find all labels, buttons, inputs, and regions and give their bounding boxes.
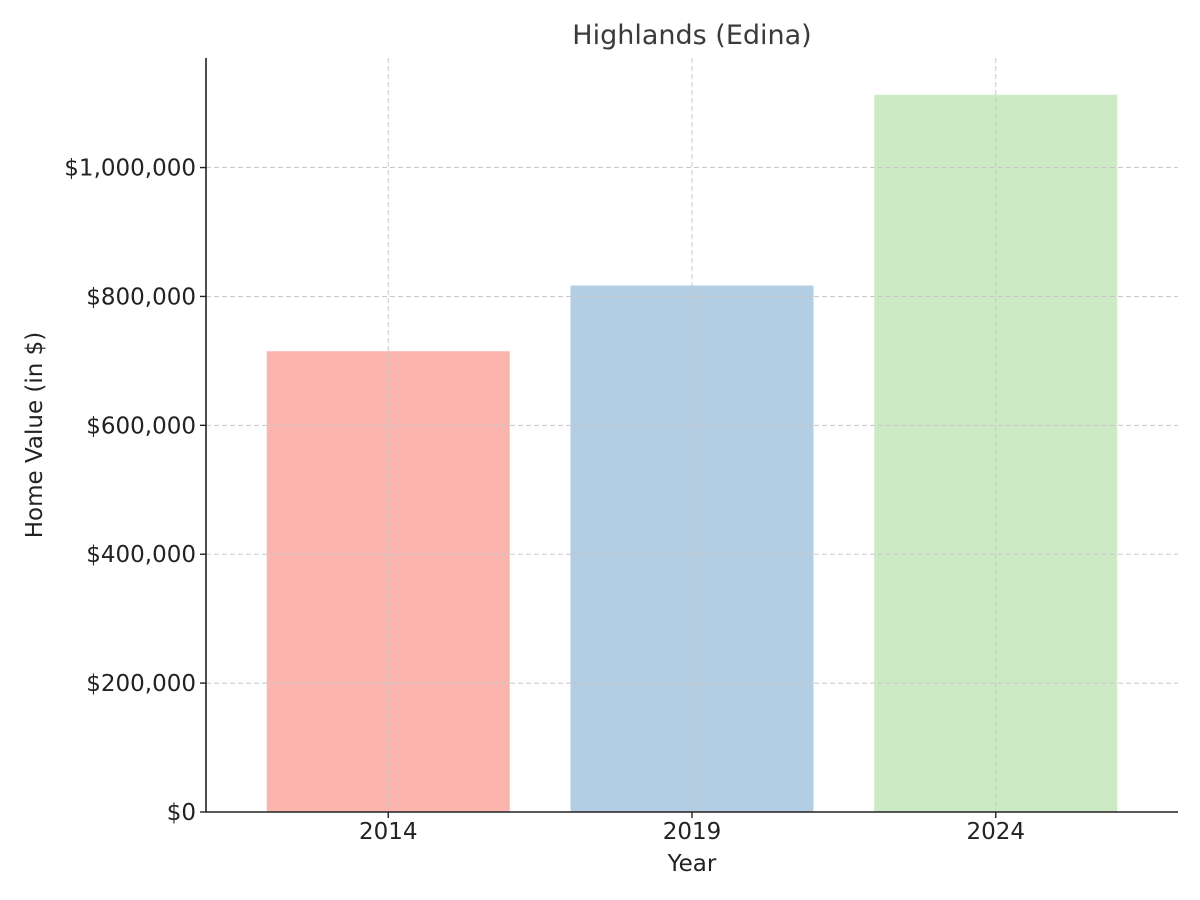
chart-title: Highlands (Edina) [572, 20, 811, 51]
x-axis-label: Year [667, 851, 717, 877]
x-tick-label: 2014 [359, 819, 418, 845]
x-tick-label: 2019 [663, 819, 722, 845]
y-tick-label: $400,000 [86, 542, 196, 568]
y-tick-label: $0 [167, 800, 196, 826]
x-tick-label: 2024 [966, 819, 1025, 845]
y-tick-label: $600,000 [86, 413, 196, 439]
y-axis-label: Home Value (in $) [22, 332, 48, 539]
y-tick-label: $800,000 [86, 284, 196, 310]
y-tick-label: $200,000 [86, 671, 196, 697]
tick-layer: $0 $200,000 $400,000 $600,000 $800,000 $1,000… [64, 156, 1025, 845]
grid-layer [206, 58, 1178, 812]
y-tick-label: $1,000,000 [64, 156, 196, 182]
